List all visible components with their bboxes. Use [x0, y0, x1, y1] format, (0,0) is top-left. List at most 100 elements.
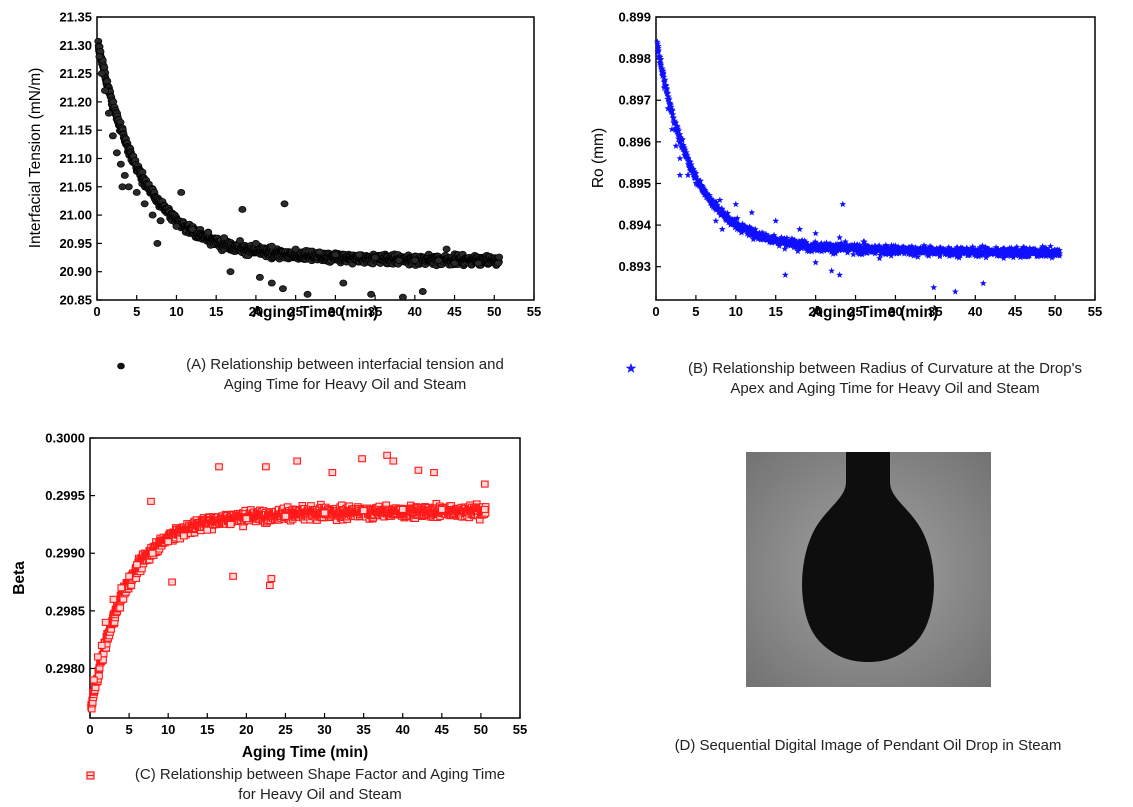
data-point [315, 248, 324, 256]
data-point [147, 497, 155, 505]
x-tick-label: 30 [317, 722, 331, 737]
x-tick-label: 45 [435, 722, 449, 737]
data-point [267, 242, 276, 250]
x-tick-label: 45 [447, 304, 461, 319]
panel-b-y-axis-title: Ro (mm) [590, 128, 607, 188]
data-point [355, 251, 364, 259]
x-tick-label: 10 [169, 304, 183, 319]
data-point [281, 512, 290, 520]
data-point [177, 189, 186, 196]
caption-c: (C) Relationship between Shape Factor an… [105, 765, 535, 805]
data-point [140, 200, 149, 208]
data-point [156, 217, 165, 225]
x-tick-label: 50 [474, 722, 488, 737]
data-point [120, 172, 129, 179]
data-point [242, 515, 251, 523]
legend-marker-c [86, 771, 95, 780]
data-point [238, 205, 247, 213]
y-tick-label: 0.3000 [45, 431, 85, 446]
panel-c-plot-frame [89, 437, 521, 719]
data-point [495, 253, 504, 261]
caption-a-line-2: Aging Time for Heavy Oil and Steam [223, 376, 467, 393]
legend-marker-b [625, 363, 637, 373]
y-tick-label: 21.25 [59, 66, 92, 81]
y-tick-label: 20.90 [59, 264, 92, 279]
data-point [280, 200, 289, 208]
data-point [394, 256, 403, 264]
caption-b-line-2: Apex and Aging Time for Heavy Oil and St… [730, 380, 1040, 397]
y-tick-label: 0.2985 [45, 603, 85, 618]
x-tick-label: 20 [239, 722, 253, 737]
x-tick-label: 55 [527, 304, 541, 319]
x-tick-label: 10 [161, 722, 175, 737]
data-point [204, 228, 213, 236]
data-point [262, 463, 270, 471]
data-point [97, 70, 106, 78]
y-tick-label: 21.00 [59, 208, 92, 223]
caption-b: (B) Relationship between Radius of Curva… [650, 359, 1120, 399]
data-point [293, 457, 302, 465]
data-point [255, 273, 264, 281]
y-tick-label: 20.95 [59, 236, 92, 251]
panel-b-chart: 0 5 10 15 20 25 30 35 40 45 50 550.8930.8940.8950.8… [590, 10, 1102, 322]
data-point [148, 549, 157, 557]
x-tick-label: 5 [133, 304, 140, 319]
data-point [112, 149, 121, 157]
panel-a-x-axis-title: Aging Time (min) [252, 304, 378, 321]
data-point [164, 538, 173, 546]
y-tick-label: 0.2995 [45, 488, 85, 503]
panel-a-y-axis-title: Interfacial Tension (mN/m) [27, 68, 44, 249]
x-tick-label: 40 [395, 722, 409, 737]
y-tick-label: 0.2990 [45, 546, 85, 561]
data-point [90, 676, 98, 684]
panel-c-y-axis-title: Beta [11, 561, 28, 595]
data-point [320, 509, 329, 517]
data-point [331, 251, 340, 259]
x-tick-label: 5 [692, 304, 699, 319]
data-point [494, 259, 503, 267]
data-point [278, 285, 287, 293]
y-tick-label: 0.2980 [45, 661, 85, 676]
data-point [410, 256, 419, 264]
caption-c-line-1: (C) Relationship between Shape Factor an… [134, 766, 506, 783]
data-point [101, 618, 110, 626]
panel-c-x-axis-title: Aging Time (min) [242, 744, 368, 761]
x-tick-label: 35 [356, 722, 370, 737]
data-point [132, 189, 141, 196]
x-tick-label: 35 [368, 304, 382, 319]
legend-marker-a [117, 362, 125, 370]
data-point [220, 234, 229, 242]
data-point [267, 279, 276, 287]
x-tick-label: 0 [652, 304, 659, 319]
x-tick-label: 40 [408, 304, 422, 319]
data-point [93, 653, 102, 661]
data-point [359, 507, 368, 515]
y-tick-label: 20.85 [59, 293, 92, 308]
data-point [100, 87, 109, 95]
data-point [414, 466, 423, 474]
data-point [267, 575, 276, 583]
y-tick-label: 0.895 [618, 176, 651, 191]
x-tick-label: 55 [1088, 304, 1102, 319]
panel-c-chart: 0 5 10 15 20 25 30 35 40 45 50 55 0.2980 0.2985 0.2990… [11, 431, 527, 762]
data-point [109, 595, 118, 603]
x-tick-label: 15 [200, 722, 214, 737]
data-point [116, 160, 125, 168]
data-point [474, 259, 483, 267]
x-tick-label: 25 [288, 304, 302, 319]
data-point [367, 290, 376, 298]
y-tick-label: 0.898 [618, 51, 651, 66]
data-point [389, 457, 398, 465]
data-point [291, 245, 300, 253]
data-point [303, 290, 312, 298]
caption-a: (A) Relationship between interfacial ten… [140, 355, 550, 395]
data-point [168, 578, 176, 586]
y-tick-label: 0.896 [618, 134, 651, 149]
y-tick-label: 21.20 [59, 94, 92, 109]
data-point [358, 455, 366, 463]
data-point [371, 254, 380, 261]
data-point [328, 469, 337, 477]
data-point [179, 532, 188, 540]
data-point [251, 239, 260, 247]
data-point [226, 268, 235, 276]
